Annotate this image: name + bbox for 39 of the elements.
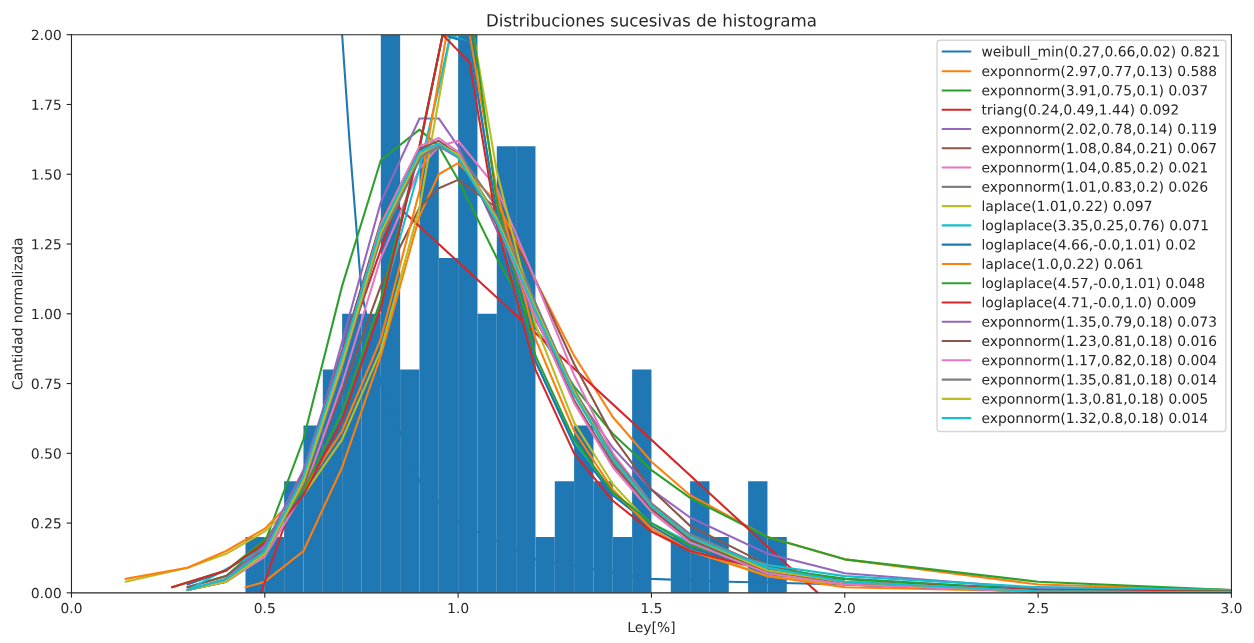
chart-title: Distribuciones sucesivas de histograma xyxy=(487,13,816,30)
legend-label: exponnorm(1.35,0.79,0.18) 0.073 xyxy=(982,316,1216,330)
x-tick-label: 1.0 xyxy=(448,602,469,614)
legend-label: exponnorm(1.01,0.83,0.2) 0.026 xyxy=(982,181,1208,195)
legend-label: laplace(1.01,0.22) 0.097 xyxy=(982,200,1152,214)
x-tick-label: 3.0 xyxy=(1221,602,1242,614)
legend-label: loglaplace(3.35,0.25,0.76) 0.071 xyxy=(982,219,1208,234)
y-tick-label: 0.75 xyxy=(31,378,61,390)
legend-label: exponnorm(1.23,0.81,0.18) 0.016 xyxy=(982,335,1217,349)
legend-label: exponnorm(1.32,0.8,0.18) 0.014 xyxy=(982,412,1208,426)
legend-label: weibull_min(0.27,0.66,0.02) 0.821 xyxy=(982,45,1220,60)
y-tick-label: 1.50 xyxy=(32,169,61,180)
y-tick-label: 0.50 xyxy=(31,448,61,459)
y-tick-label: 0.25 xyxy=(31,518,61,529)
x-tick-label: 2.5 xyxy=(1028,602,1048,614)
legend-label: exponnorm(1.04,0.85,0.2) 0.021 xyxy=(982,161,1207,176)
x-tick-label: 2.0 xyxy=(834,602,855,614)
legend-label: exponnorm(1.17,0.82,0.18) 0.004 xyxy=(982,354,1217,369)
x-tick-label: 1.5 xyxy=(641,603,662,614)
y-tick-label: 1.00 xyxy=(32,308,61,320)
x-tick-label: 0.5 xyxy=(254,602,275,614)
legend-label: exponnorm(1.35,0.81,0.18) 0.014 xyxy=(982,373,1217,388)
y-tick-label: 1.25 xyxy=(32,238,61,250)
legend-label: exponnorm(1.3,0.81,0.18) 0.005 xyxy=(982,393,1207,407)
legend-label: loglaplace(4.57,-0.0,1.01) 0.048 xyxy=(982,277,1205,291)
y-tick-label: 2.00 xyxy=(31,29,61,41)
x-tick-label: 0.0 xyxy=(61,602,82,614)
legend-label: triang(0.24,0.49,1.44) 0.092 xyxy=(981,104,1178,118)
y-tick-label: 0.00 xyxy=(31,587,61,599)
legend-label: exponnorm(3.91,0.75,0.1) 0.037 xyxy=(982,84,1207,99)
x-axis-title: Ley[%] xyxy=(628,621,675,636)
y-tick-label: 1.75 xyxy=(32,99,61,110)
legend-label: exponnorm(2.97,0.77,0.13) 0.588 xyxy=(982,65,1217,79)
legend-label: exponnorm(1.08,0.84,0.21) 0.067 xyxy=(982,142,1216,157)
legend-label: exponnorm(2.02,0.78,0.14) 0.119 xyxy=(982,123,1217,137)
legend-label: laplace(1.0,0.22) 0.061 xyxy=(982,258,1143,272)
legend-label: loglaplace(4.71,-0.0,1.0) 0.009 xyxy=(982,296,1196,311)
legend-label: loglaplace(4.66,-0.0,1.01) 0.02 xyxy=(982,238,1195,253)
y-axis-title: Cantidad normalizada xyxy=(11,238,23,390)
